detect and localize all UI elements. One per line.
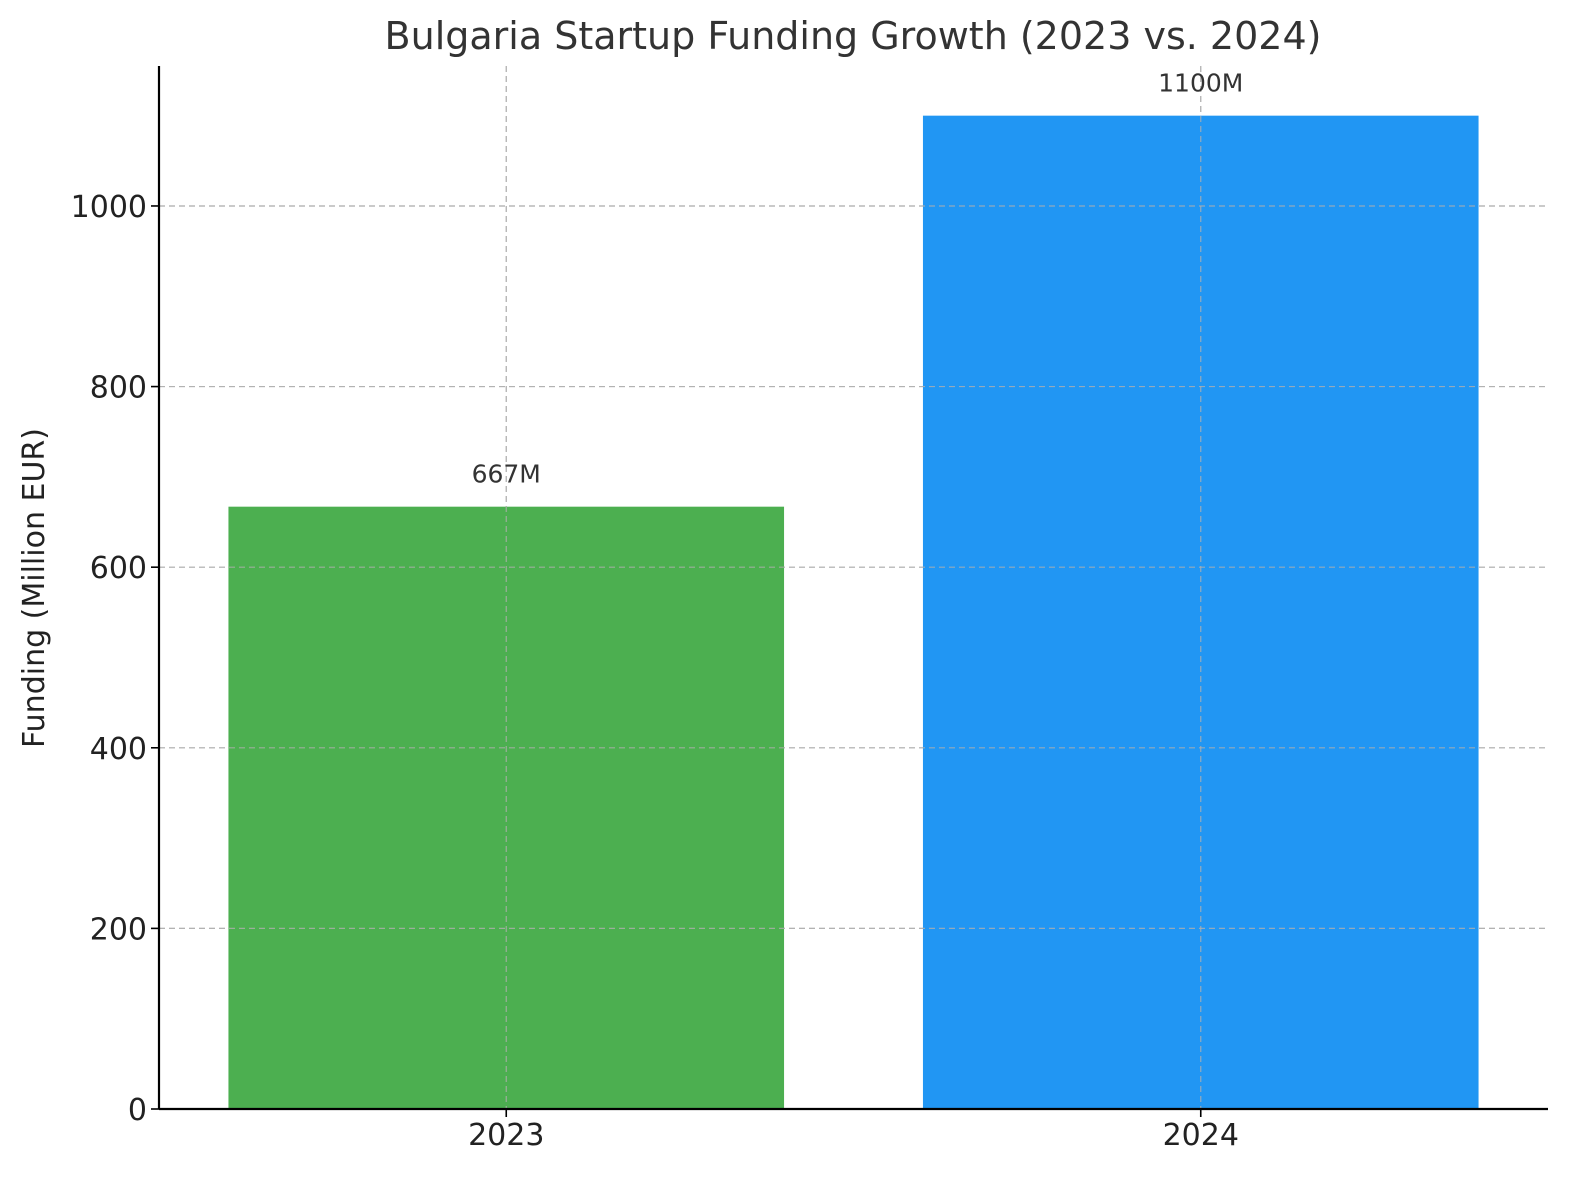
axes xyxy=(151,66,1548,1117)
y-tick-label: 1000 xyxy=(71,190,147,225)
x-tick-label: 2023 xyxy=(468,1118,544,1153)
y-tick-label: 0 xyxy=(128,1093,147,1128)
y-axis-label: Funding (Million EUR) xyxy=(17,428,52,748)
y-tick-label: 400 xyxy=(90,732,147,767)
y-tick-label: 800 xyxy=(90,371,147,406)
y-tick-label: 600 xyxy=(90,551,147,586)
x-tick-label: 2024 xyxy=(1163,1118,1239,1153)
bars xyxy=(159,66,1548,1110)
y-tick-label: 200 xyxy=(90,912,147,947)
data-label: 667M xyxy=(472,460,541,489)
data-label: 1100M xyxy=(1158,69,1243,98)
chart-title: Bulgaria Startup Funding Growth (2023 vs… xyxy=(385,14,1322,58)
labels: 0 200 400 600 800 1000 667M 1100M 2023 2024 xyxy=(71,69,1244,1153)
